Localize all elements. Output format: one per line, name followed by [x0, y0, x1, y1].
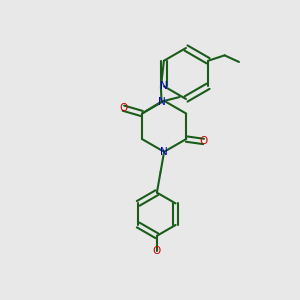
Text: N: N	[160, 81, 168, 91]
Text: O: O	[153, 246, 161, 256]
Text: O: O	[200, 136, 208, 146]
Text: O: O	[119, 103, 128, 113]
Text: N: N	[158, 97, 165, 106]
Text: N: N	[160, 147, 168, 157]
